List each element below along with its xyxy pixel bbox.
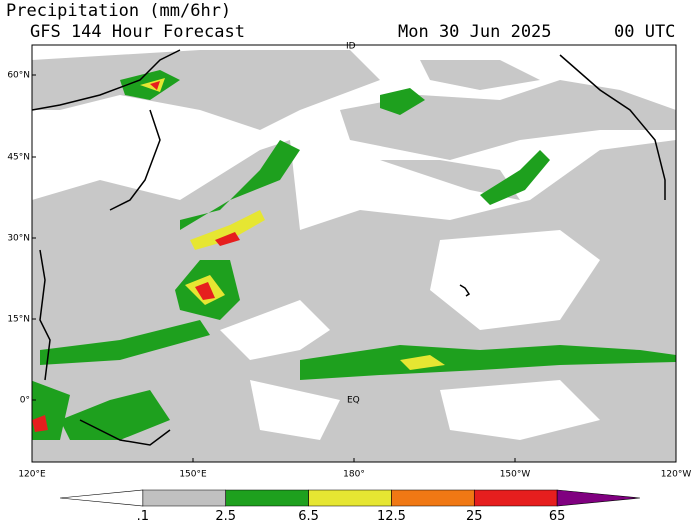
forecast-label: GFS 144 Hour Forecast xyxy=(30,22,245,42)
valid-date: Mon 30 Jun 2025 xyxy=(398,22,552,42)
colorbar-label: 2.5 xyxy=(215,509,236,524)
intense-precip xyxy=(32,81,240,432)
axis-labels: 60°N 45°N 30°N 15°N 0° 120°E 150°E 180° 150°W 120… xyxy=(7,71,691,480)
lon-label: 150°W xyxy=(500,470,531,480)
lat-label: 0° xyxy=(20,396,30,406)
lat-label: 60°N xyxy=(7,71,30,81)
colorbar: .1 2.5 6.5 12.5 25 65 xyxy=(59,489,641,524)
colorbar-segment xyxy=(225,489,309,507)
lon-label: 120°E xyxy=(18,470,46,480)
colorbar-segment xyxy=(308,489,392,507)
moderate-precip xyxy=(32,70,676,440)
coastlines xyxy=(32,49,666,446)
colorbar-segment xyxy=(556,489,641,507)
colorbar-label: 12.5 xyxy=(377,509,406,524)
colorbar-segment xyxy=(142,489,227,507)
colorbar-segment xyxy=(59,489,144,507)
colorbar-segment xyxy=(391,489,475,507)
title: Precipitation (mm/6hr) xyxy=(6,1,231,21)
colorbar-label: .1 xyxy=(137,509,149,524)
place-label: EQ xyxy=(347,396,360,406)
map-area: ID EQ xyxy=(31,42,677,463)
colorbar-label: 6.5 xyxy=(298,509,319,524)
place-label: ID xyxy=(346,42,356,52)
lat-label: 15°N xyxy=(7,315,30,325)
lon-label: 120°W xyxy=(661,470,692,480)
colorbar-label: 25 xyxy=(466,509,483,524)
dry-areas xyxy=(220,230,600,440)
valid-time: 00 UTC xyxy=(614,22,675,42)
lon-label: 150°E xyxy=(179,470,207,480)
lat-label: 30°N xyxy=(7,234,30,244)
lat-label: 45°N xyxy=(7,153,30,163)
colorbar-label: 65 xyxy=(549,509,566,524)
lon-label: 180° xyxy=(343,470,365,480)
colorbar-segment xyxy=(473,489,558,507)
